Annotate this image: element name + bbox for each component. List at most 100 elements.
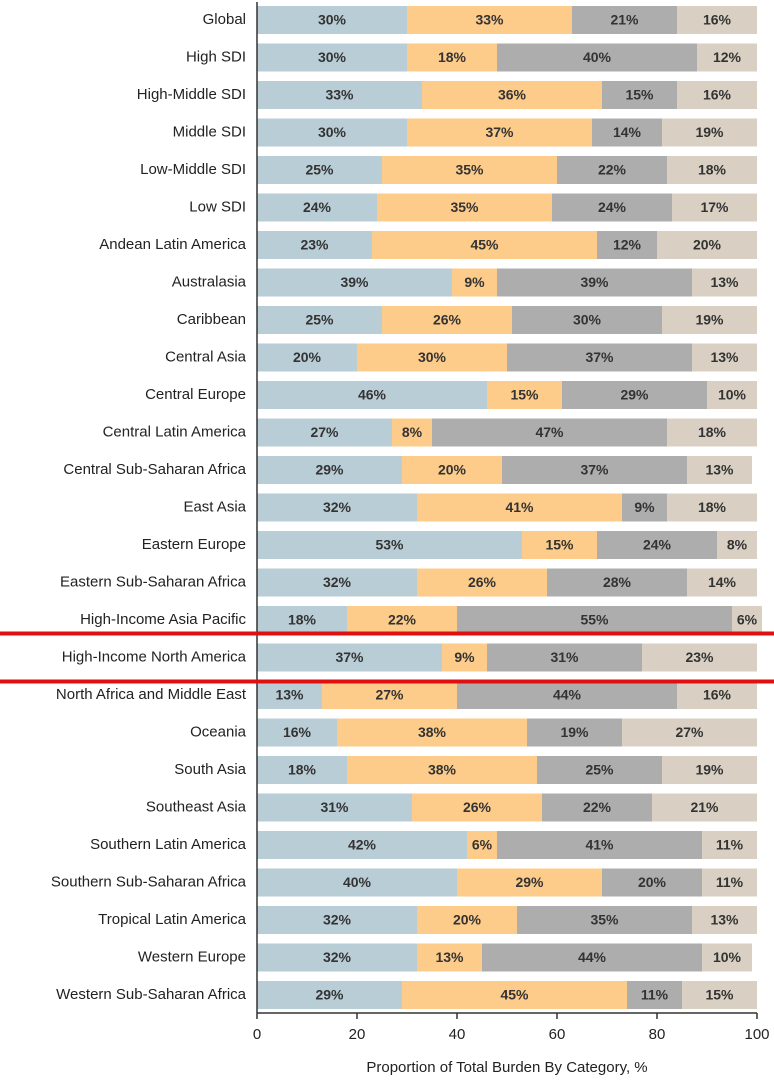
data-label: 15% (705, 987, 734, 1003)
bar-segment (497, 831, 702, 859)
y-tick-label: Low SDI (189, 198, 246, 215)
data-label: 28% (603, 574, 632, 590)
data-label: 10% (713, 949, 742, 965)
bar-segment (257, 793, 412, 822)
bar-segment (257, 343, 357, 372)
data-label: 30% (318, 124, 347, 140)
bar-segment (512, 306, 662, 334)
data-label: 24% (643, 537, 672, 553)
data-label: 30% (418, 349, 447, 365)
bar-segment (667, 418, 757, 447)
bar-segment (602, 868, 702, 897)
y-tick-label: Southern Sub-Saharan Africa (51, 873, 247, 890)
bar-segment (417, 568, 547, 597)
y-tick-label: Western Sub-Saharan Africa (56, 986, 246, 1003)
bar-segment (257, 681, 322, 709)
bar-segment (422, 81, 602, 109)
data-label: 44% (553, 687, 582, 703)
data-label: 40% (583, 49, 612, 65)
bar-segment (257, 306, 382, 334)
bar-segment (667, 156, 757, 184)
bar-segment (562, 381, 707, 409)
bar-segment (547, 568, 687, 597)
bar-segment (257, 606, 347, 634)
data-label: 39% (580, 274, 609, 290)
bar-segment (692, 906, 757, 934)
x-tick-label: 60 (549, 1026, 566, 1043)
bar-segment (257, 6, 407, 34)
bar-segment (257, 456, 402, 484)
x-tick-label: 80 (649, 1026, 666, 1043)
data-label: 20% (693, 237, 722, 253)
bar-segment (572, 6, 677, 34)
bar-segment (597, 531, 717, 559)
bar-segment (257, 81, 422, 109)
data-label: 26% (468, 574, 497, 590)
data-label: 21% (690, 799, 719, 815)
bar-segment (702, 943, 752, 972)
data-label: 32% (323, 499, 352, 515)
data-label: 40% (343, 874, 372, 890)
bar-segment (432, 418, 667, 447)
bar-segment (522, 531, 597, 559)
data-label: 19% (695, 124, 724, 140)
bar-segment (687, 568, 757, 597)
data-label: 9% (634, 499, 655, 515)
data-label: 18% (698, 499, 727, 515)
bar-segment (627, 981, 682, 1009)
bar-segment (692, 268, 757, 297)
data-label: 37% (580, 462, 609, 478)
bar-segment (507, 343, 692, 372)
data-label: 13% (710, 349, 739, 365)
bar-segment (407, 43, 497, 72)
data-label: 23% (685, 649, 714, 665)
data-label: 20% (438, 462, 467, 478)
y-tick-label: South Asia (174, 761, 246, 778)
data-label: 15% (625, 87, 654, 103)
data-label: 38% (428, 762, 457, 778)
y-tick-label: Caribbean (177, 311, 246, 328)
y-tick-label: Middle SDI (173, 123, 246, 140)
data-label: 23% (300, 237, 329, 253)
y-tick-label: Eastern Sub-Saharan Africa (60, 573, 247, 590)
bar-segment (257, 193, 377, 222)
data-label: 9% (464, 274, 485, 290)
x-tick-label: 100 (744, 1026, 769, 1043)
y-tick-label: Central Europe (145, 386, 246, 403)
bar-segment (497, 43, 697, 72)
data-label: 42% (348, 837, 377, 853)
bar-segment (412, 793, 542, 822)
bar-segment (467, 831, 497, 859)
bar-segment (602, 81, 677, 109)
data-label: 44% (578, 949, 607, 965)
data-label: 30% (318, 49, 347, 65)
data-label: 20% (453, 912, 482, 928)
bar-segment (402, 456, 502, 484)
data-label: 18% (438, 49, 467, 65)
data-label: 25% (305, 162, 334, 178)
data-label: 15% (510, 387, 539, 403)
y-tick-label: Global (203, 11, 246, 28)
x-tick-label: 40 (449, 1026, 466, 1043)
x-tick-label: 0 (253, 1026, 261, 1043)
y-tick-label: Eastern Europe (142, 536, 246, 553)
bar-segment (337, 718, 527, 747)
bar-segment (597, 231, 657, 259)
data-label: 16% (703, 12, 732, 28)
data-label: 33% (475, 12, 504, 28)
data-label: 29% (515, 874, 544, 890)
bar-segment (257, 868, 457, 897)
bar-segment (487, 643, 642, 672)
data-label: 32% (323, 574, 352, 590)
bar-segment (517, 906, 692, 934)
data-label: 11% (641, 987, 669, 1003)
data-label: 53% (375, 537, 404, 553)
y-tick-label: North Africa and Middle East (56, 686, 247, 703)
bar-segment (667, 493, 757, 522)
bar-segment (687, 456, 752, 484)
bar-segment (257, 43, 407, 72)
data-label: 45% (470, 237, 499, 253)
data-label: 15% (545, 537, 574, 553)
bar-segment (417, 943, 482, 972)
